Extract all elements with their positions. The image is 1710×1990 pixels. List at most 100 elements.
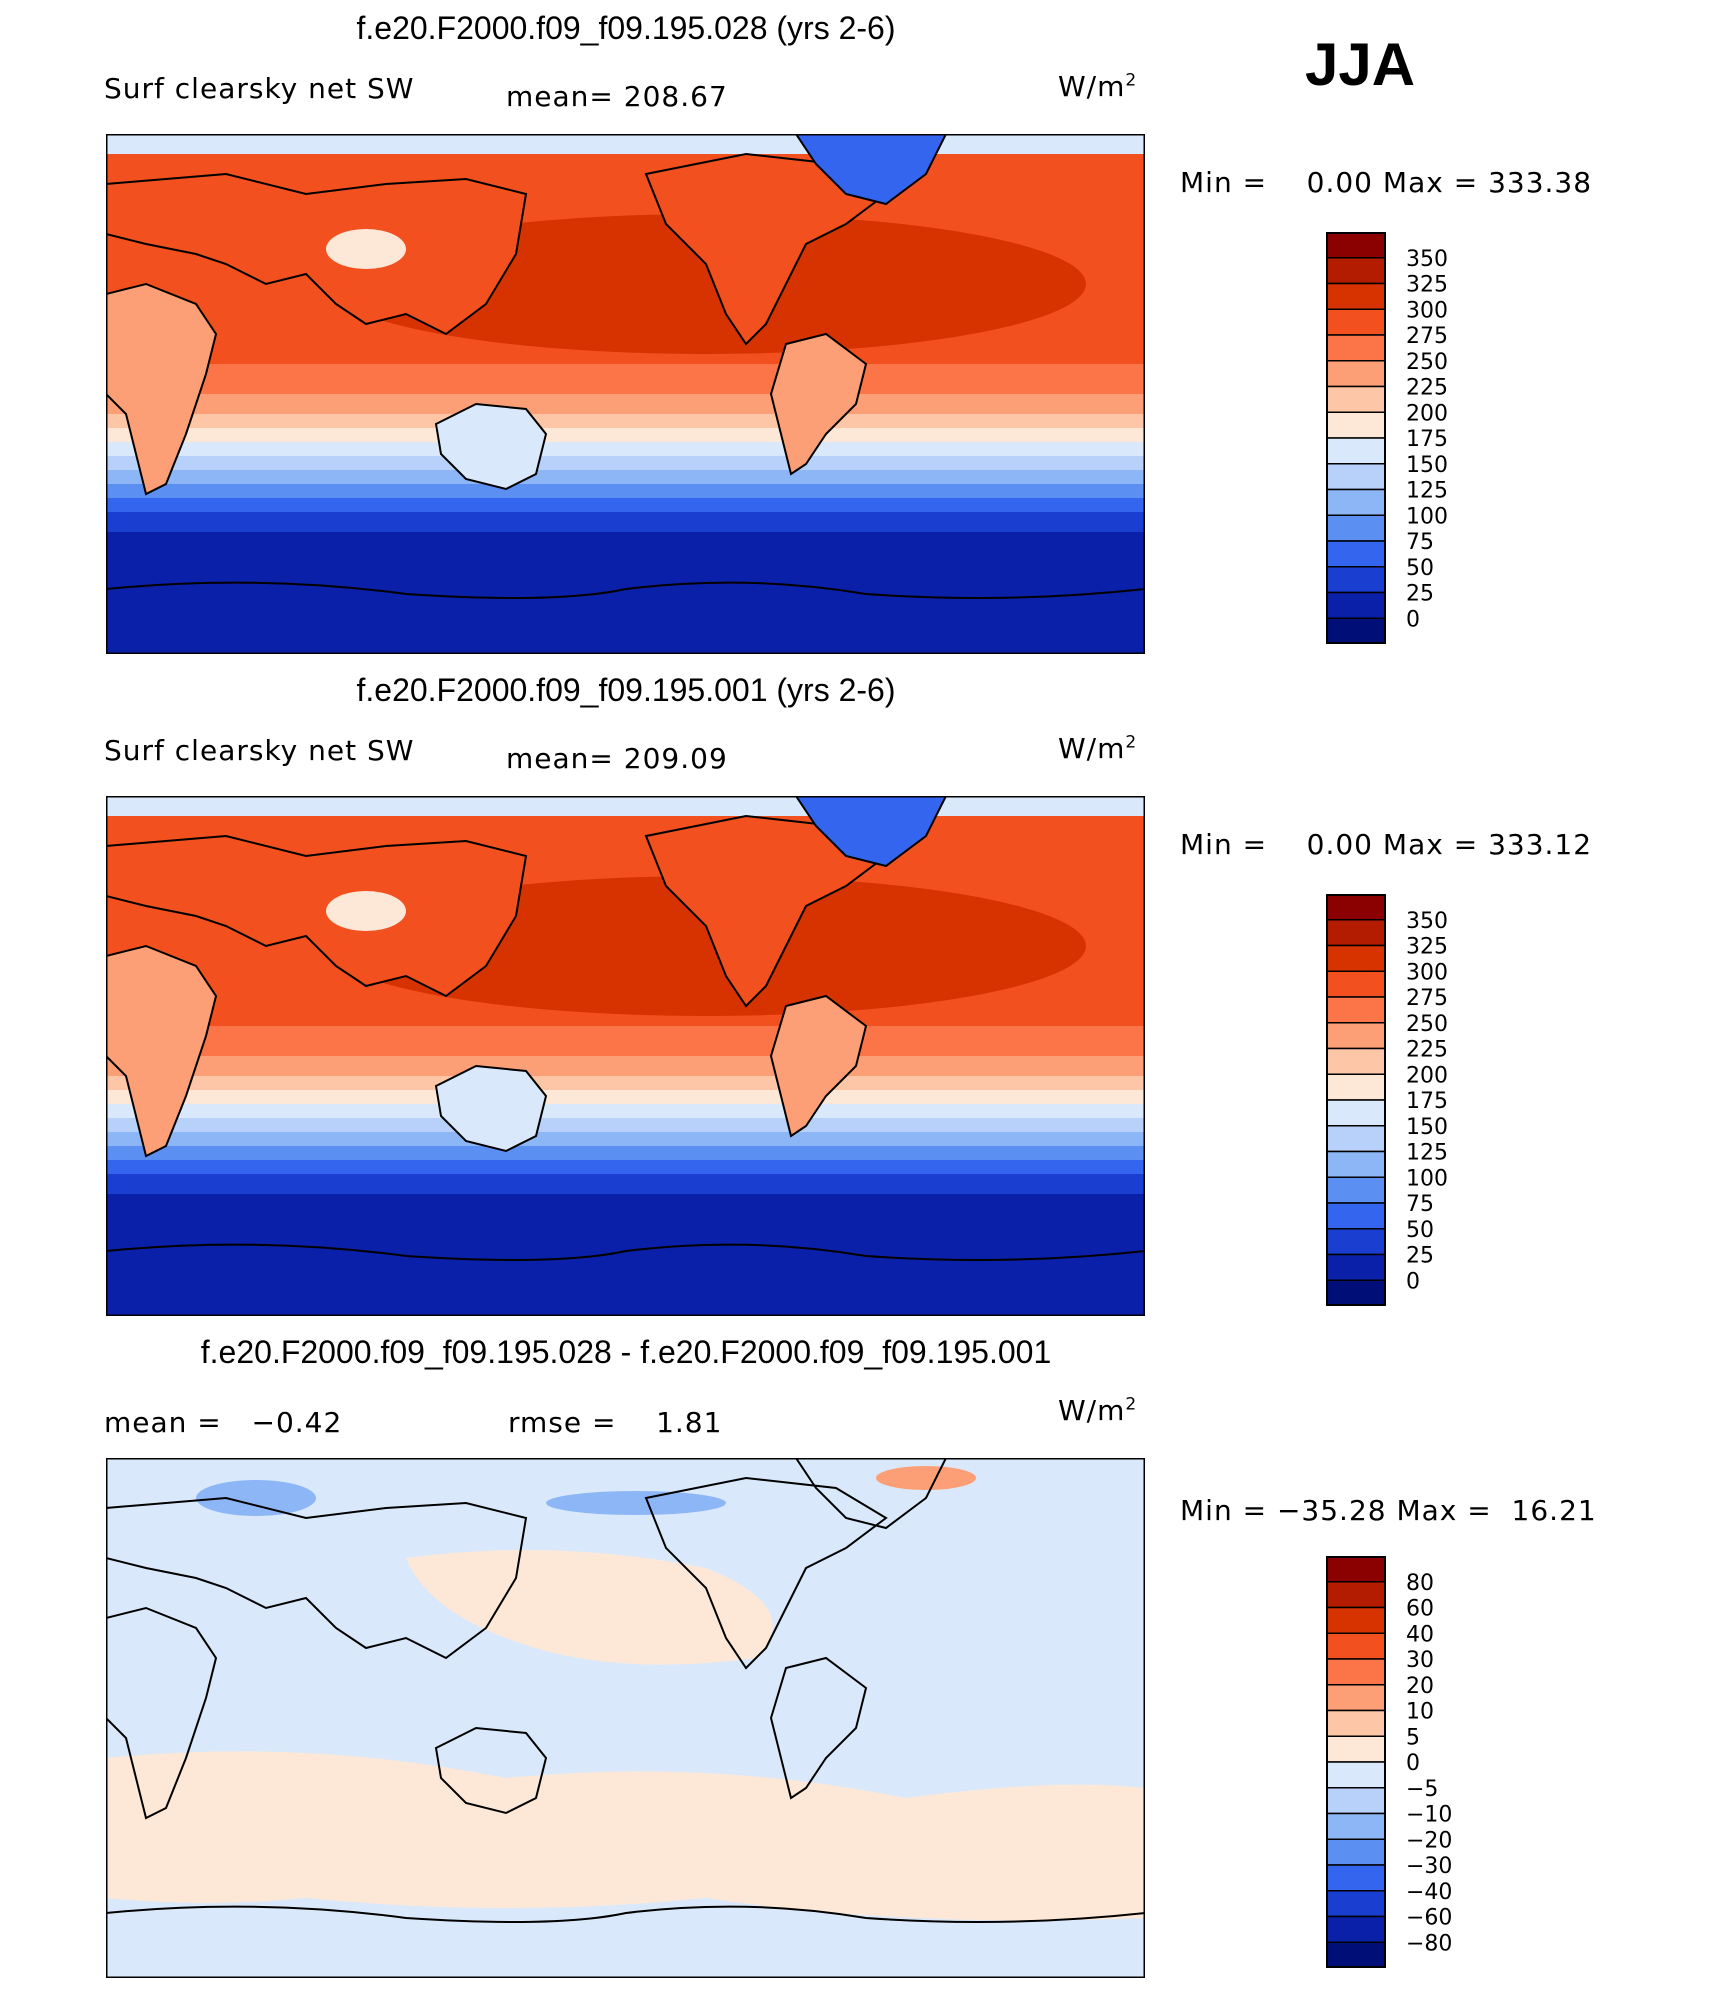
band — [106, 414, 1145, 428]
colorbar-tick-label: 300 — [1406, 298, 1448, 323]
colorbar-tick-label: 0 — [1406, 1751, 1420, 1776]
colorbar-swatch — [1326, 1581, 1386, 1609]
colorbar-swatch — [1326, 411, 1386, 439]
eurasia-outline — [106, 172, 528, 336]
colorbar-tick-label: −40 — [1406, 1880, 1452, 1905]
band — [106, 134, 1145, 154]
panel-1-mean-label: mean= 208.67 — [506, 80, 728, 113]
panel-2-min-max: Min = 0.00 Max = 333.12 — [1180, 828, 1593, 861]
band — [106, 394, 1145, 414]
colorbar-frame — [1326, 1556, 1386, 1968]
band — [106, 442, 1145, 456]
band — [106, 484, 1145, 498]
africa-outline — [106, 944, 218, 1158]
colorbar-swatch — [1326, 282, 1386, 310]
map-frame — [106, 1458, 1145, 1978]
colorbar-tick-label: 225 — [1406, 1038, 1448, 1063]
positive-anomaly — [106, 1751, 1145, 1921]
panel-1-min-value: 0.00 — [1306, 166, 1373, 199]
australia-outline — [434, 1064, 548, 1153]
south-america-outline — [769, 1656, 868, 1800]
colorbar-tick-label: 0 — [1406, 1269, 1420, 1294]
panel-3-units: W/m2 — [1058, 1394, 1138, 1427]
colorbar-swatch — [1326, 385, 1386, 413]
colorbar-swatch — [1326, 894, 1386, 921]
band — [106, 1076, 1145, 1090]
colorbar-tick-label: 50 — [1406, 556, 1434, 581]
colorbar-swatch — [1326, 1761, 1386, 1789]
colorbar-tick-label: 20 — [1406, 1674, 1434, 1699]
colorbar-tick-label: −10 — [1406, 1803, 1452, 1828]
colorbar-frame — [1326, 894, 1386, 1306]
colorbar-swatch — [1326, 437, 1386, 465]
colorbar-tick-label: 275 — [1406, 324, 1448, 349]
band — [106, 428, 1145, 442]
colorbar-tick-label: 200 — [1406, 1063, 1448, 1088]
colorbar-tick-label: 100 — [1406, 504, 1448, 529]
colorbar-frame — [1326, 232, 1386, 644]
africa-outline — [106, 282, 218, 496]
colorbar-tick-label: 0 — [1406, 607, 1420, 632]
panel-2-variable-label: Surf clearsky net SW — [104, 734, 415, 767]
panel-2-title: f.e20.F2000.f09_f09.195.001 (yrs 2-6) — [356, 672, 896, 708]
band — [106, 1104, 1145, 1118]
colorbar-swatch — [1326, 1735, 1386, 1763]
colorbar-swatch — [1326, 1176, 1386, 1204]
panel-2-colorbar — [1326, 894, 1386, 1306]
colorbar-swatch — [1326, 1864, 1386, 1892]
colorbar-swatch — [1326, 1150, 1386, 1178]
colorbar-tick-label: 125 — [1406, 1141, 1448, 1166]
colorbar-tick-label: 175 — [1406, 427, 1448, 452]
map-frame — [106, 796, 1145, 1316]
australia-outline — [434, 1726, 548, 1815]
colorbar-tick-label: 80 — [1406, 1571, 1434, 1596]
colorbar-swatch — [1326, 540, 1386, 568]
colorbar-tick-label: 50 — [1406, 1218, 1434, 1243]
colorbar-swatch — [1326, 944, 1386, 972]
colorbar-tick-label: 350 — [1406, 909, 1448, 934]
colorbar-swatch — [1326, 488, 1386, 516]
panel-2-mean-value: 209.09 — [623, 742, 728, 775]
band — [106, 1160, 1145, 1174]
greenland-outline — [794, 134, 948, 206]
panel-3-rmse-label: rmse = 1.81 — [508, 1406, 723, 1439]
colorbar-tick-label: 200 — [1406, 401, 1448, 426]
band — [106, 1090, 1145, 1104]
colorbar-swatch — [1326, 1838, 1386, 1866]
colorbar-swatch — [1326, 1658, 1386, 1686]
eurasia-outline — [106, 834, 528, 998]
band — [106, 512, 1145, 532]
panel-3-mean-label: mean = −0.42 — [104, 1406, 343, 1439]
band — [106, 1056, 1145, 1076]
colorbar-swatch — [1326, 232, 1386, 259]
colorbar-tick-label: 125 — [1406, 479, 1448, 504]
colorbar-swatch — [1326, 1202, 1386, 1230]
panel-3-rmse-value: 1.81 — [656, 1406, 723, 1439]
positive-anomaly — [876, 1466, 976, 1490]
colorbar-tick-label: 225 — [1406, 376, 1448, 401]
colorbar-tick-label: −20 — [1406, 1828, 1452, 1853]
panel-1-variable-label: Surf clearsky net SW — [104, 72, 415, 105]
season-label: JJA — [1305, 31, 1416, 98]
band — [106, 154, 1145, 184]
colorbar-tick-label: 300 — [1406, 960, 1448, 985]
eurasia-outline — [106, 1496, 528, 1660]
colorbar-swatch — [1326, 514, 1386, 542]
colorbar-swatch — [1326, 334, 1386, 362]
panel-2-mean-label: mean= 209.09 — [506, 742, 728, 775]
colorbar-swatch — [1326, 1047, 1386, 1075]
negative-anomaly — [196, 1480, 316, 1516]
colorbar-tick-label: 150 — [1406, 1115, 1448, 1140]
colorbar-swatch — [1326, 970, 1386, 998]
tibet-feature — [326, 229, 406, 269]
colorbar-tick-label: 10 — [1406, 1700, 1434, 1725]
band — [106, 456, 1145, 470]
antarctica-coast — [106, 1905, 1145, 1923]
colorbar-tick-label: 60 — [1406, 1597, 1434, 1622]
panel-3-max-value: 16.21 — [1511, 1494, 1597, 1527]
colorbar-tick-label: 5 — [1406, 1725, 1420, 1750]
